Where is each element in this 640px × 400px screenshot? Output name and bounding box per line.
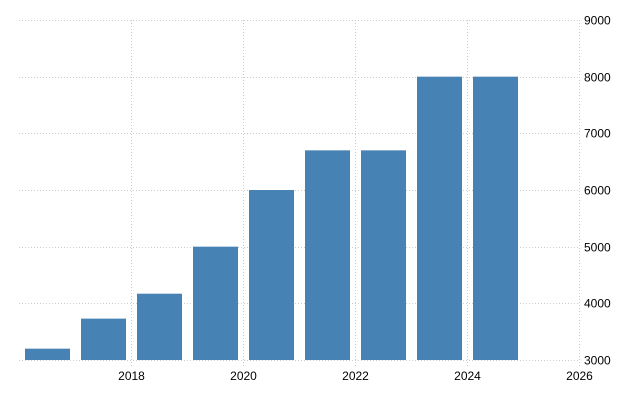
x-axis: 2018 2020 2022 2024 2026 [118,369,593,383]
bar-2025 [473,76,518,361]
y-tick-label: 9000 [584,14,611,28]
bar-2020 [193,246,238,360]
bar-2024 [417,76,462,361]
bars [25,76,518,361]
bar-2021 [249,190,294,360]
gridlines [19,20,580,366]
x-tick-label: 2018 [118,369,145,383]
bar-2017 [25,348,70,360]
y-tick-label: 8000 [584,71,611,85]
x-tick-label: 2020 [230,369,257,383]
y-tick-label: 6000 [584,184,611,198]
x-tick-label: 2026 [566,369,593,383]
bar-2022 [305,150,350,360]
bar-2023 [361,150,406,360]
bar-2018 [81,318,126,360]
y-tick-label: 3000 [584,354,611,368]
x-tick-label: 2024 [454,369,481,383]
bar-2019 [137,293,182,360]
x-tick-label: 2022 [342,369,369,383]
y-tick-label: 4000 [584,297,611,311]
y-tick-label: 7000 [584,127,611,141]
y-tick-label: 5000 [584,241,611,255]
y-axis: 3000 4000 5000 6000 7000 8000 9000 [584,14,611,368]
